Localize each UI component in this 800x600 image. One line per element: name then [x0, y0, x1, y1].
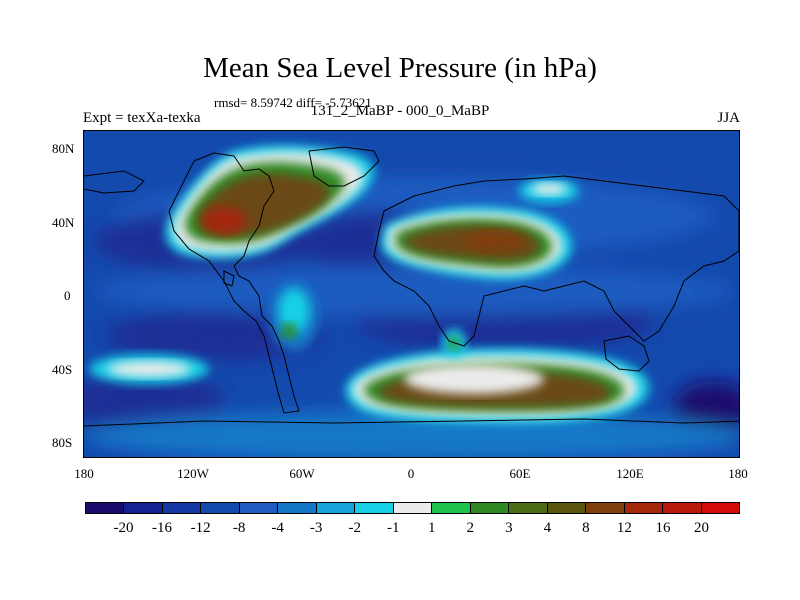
colorbar-label: -8	[232, 520, 246, 536]
colorbar-box	[663, 503, 702, 513]
lon-label-180w: 180	[74, 466, 94, 481]
lon-label-120w: 120W	[177, 466, 209, 481]
experiment-label: Expt = texXa-texka	[83, 110, 201, 126]
colorbar-box	[701, 503, 739, 513]
southern-high	[345, 329, 650, 423]
north-america-high	[165, 145, 375, 259]
colorbar-label: 3	[505, 520, 513, 536]
colorbar-box	[355, 503, 394, 513]
colorbar-box	[509, 503, 548, 513]
lat-label-40s: 40S	[52, 362, 73, 377]
colorbar-label: 8	[582, 520, 590, 536]
colorbar-box	[624, 503, 664, 513]
lon-label-60e: 60E	[509, 466, 531, 481]
lon-label-120e: 120E	[616, 466, 644, 481]
colorbar-box	[586, 503, 625, 513]
greenland-outline	[308, 146, 380, 187]
colorbar-box	[316, 503, 356, 513]
colorbar-box	[201, 503, 240, 513]
colorbar-label: 1	[428, 520, 436, 536]
arctic-outline	[84, 170, 145, 194]
lat-label-80s: 80S	[52, 435, 73, 450]
comparison-label: 131_2_MaBP - 000_0_MaBP	[310, 103, 490, 119]
lat-label-80n: 80N	[52, 141, 75, 156]
colorbar-box	[547, 503, 587, 513]
colorbar-label: 4	[543, 520, 552, 536]
lat-label-40n: 40N	[52, 215, 75, 230]
lat-label-0: 0	[64, 288, 71, 303]
south-pacific-high	[89, 354, 209, 384]
map-svg	[84, 131, 739, 457]
stats-label: rmsd= 8.59742 diff= -5.73621	[214, 95, 372, 110]
chart-title: Mean Sea Level Pressure (in hPa)	[203, 52, 597, 84]
season-label: JJA	[717, 110, 740, 126]
colorbar-box	[393, 503, 433, 513]
australia-outline	[603, 335, 650, 372]
colorbar-label: 20	[693, 520, 709, 536]
eurasia-high	[380, 179, 579, 280]
colorbar-box	[278, 503, 317, 513]
coastlines	[84, 146, 739, 427]
lon-label-180e: 180	[728, 466, 748, 481]
colorbar-box	[432, 503, 471, 513]
colorbar-label: 16	[655, 520, 671, 536]
colorbar-label: -16	[152, 520, 173, 536]
colorbar-label: 12	[616, 520, 632, 536]
lon-label-0: 0	[407, 466, 415, 481]
colorbar-label: -2	[348, 520, 361, 536]
colorbar-label: -1	[386, 520, 400, 536]
south-america-feature	[269, 281, 319, 351]
colorbar-label: -12	[190, 520, 211, 536]
colorbar-label: -20	[113, 520, 134, 536]
colorbar-box	[86, 503, 125, 513]
colorbar-box	[470, 503, 510, 513]
colorbar-label: -4	[271, 520, 284, 536]
antarctica-outline	[84, 418, 739, 427]
colorbar-label: 2	[466, 520, 475, 536]
pressure-map	[83, 130, 740, 458]
colorbar-box	[124, 503, 163, 513]
colorbar-label: -3	[309, 520, 323, 536]
eurasia-africa-outline	[373, 175, 739, 347]
colorbar-box	[162, 503, 202, 513]
colorbar-box	[239, 503, 279, 513]
colorbar	[85, 502, 740, 514]
lon-label-60w: 60W	[289, 466, 315, 481]
